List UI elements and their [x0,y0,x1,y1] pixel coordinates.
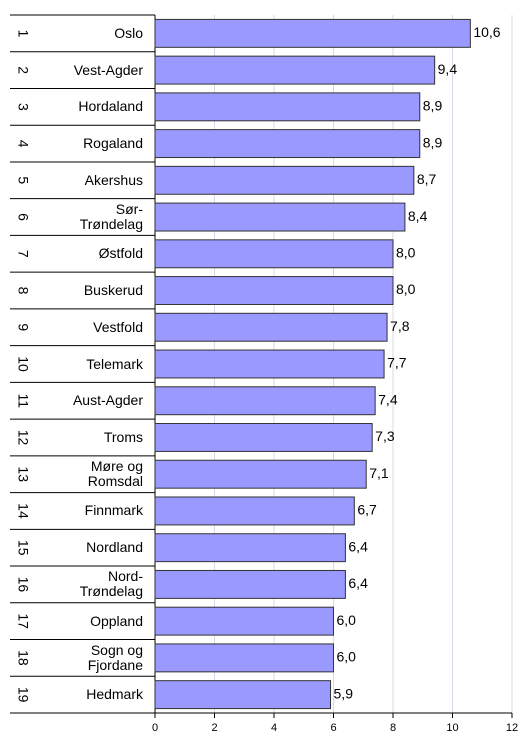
value-label: 6,0 [337,612,357,628]
bar [154,423,373,452]
value-label: 6,4 [348,575,368,591]
value-label: 10,6 [473,24,500,40]
rank-label: 14 [15,503,31,519]
x-tick-label: 10 [446,722,458,734]
value-label: 7,4 [378,391,398,407]
rank-label: 13 [15,466,31,482]
category-label: Vest-Agder [73,61,143,78]
category-label: Møre og Romsdal [87,458,143,490]
value-label: 8,0 [396,244,416,260]
bar [154,569,346,599]
value-label: 8,9 [423,98,443,114]
bar [154,680,332,710]
bar [154,606,334,636]
bar [154,312,388,342]
bar [154,18,471,48]
rank-label: 16 [15,577,31,593]
x-tick-label: 12 [506,722,518,734]
category-label: Nordland [86,539,143,556]
x-tick-label: 8 [390,722,396,734]
bar [154,533,346,563]
rank-label: 8 [15,287,31,295]
category-label: Akershus [84,171,143,188]
value-label: 6,0 [337,649,357,665]
x-tick-label: 4 [271,722,277,734]
x-tick-label: 6 [330,722,336,734]
bar [154,165,415,195]
category-label: Finnmark [84,502,143,519]
bar [154,496,355,526]
bar [154,349,385,379]
bar [154,386,376,416]
category-label: Østfold [98,245,143,262]
rank-label: 19 [15,687,31,703]
category-label: Hedmark [86,686,143,703]
category-label: Rogaland [83,135,143,152]
category-label: Sogn og Fjordane [87,641,143,673]
value-label: 9,4 [438,61,458,77]
category-label: Troms [103,428,143,445]
category-label: Oppland [90,612,143,629]
value-label: 8,7 [417,171,437,187]
value-label: 5,9 [334,685,354,701]
category-label: Telemark [86,355,143,372]
rank-label: 12 [15,430,31,446]
category-label: Oslo [114,24,143,41]
category-label: Buskerud [83,282,143,299]
rank-label: 1 [15,29,31,37]
x-tick-label: 2 [211,722,217,734]
rank-label: 10 [15,356,31,372]
value-label: 6,7 [357,502,377,518]
rank-label: 11 [15,393,31,408]
bar [154,643,334,673]
rank-label: 2 [15,66,31,74]
value-label: 7,7 [387,355,407,371]
value-label: 7,8 [390,318,410,334]
category-label: Vestfold [93,318,143,335]
category-label: Sør-Trøndelag [79,201,143,233]
bar [154,202,406,232]
value-label: 8,4 [408,208,428,224]
value-label: 6,4 [348,538,368,554]
category-label: Nord-Trøndelag [79,568,143,600]
bar [154,276,394,305]
bar [154,55,436,85]
category-label: Aust-Agder [72,392,143,409]
value-label: 8,0 [396,281,416,297]
category-label: Hordaland [78,98,143,115]
value-label: 8,9 [423,134,443,150]
bar [154,239,394,269]
value-label: 7,1 [369,465,389,481]
rank-label: 9 [15,323,31,331]
rank-label: 7 [15,250,31,258]
rank-label: 18 [15,650,31,666]
x-tick-label: 0 [152,722,158,734]
rank-label: 17 [15,613,31,629]
bar [154,92,421,122]
value-label: 7,3 [375,428,395,444]
rank-label: 5 [15,176,31,184]
bar [154,129,421,159]
bar [154,459,367,489]
rank-label: 4 [15,140,31,148]
rank-label: 6 [15,213,31,221]
rank-label: 15 [15,540,31,556]
rank-label: 3 [15,103,31,111]
